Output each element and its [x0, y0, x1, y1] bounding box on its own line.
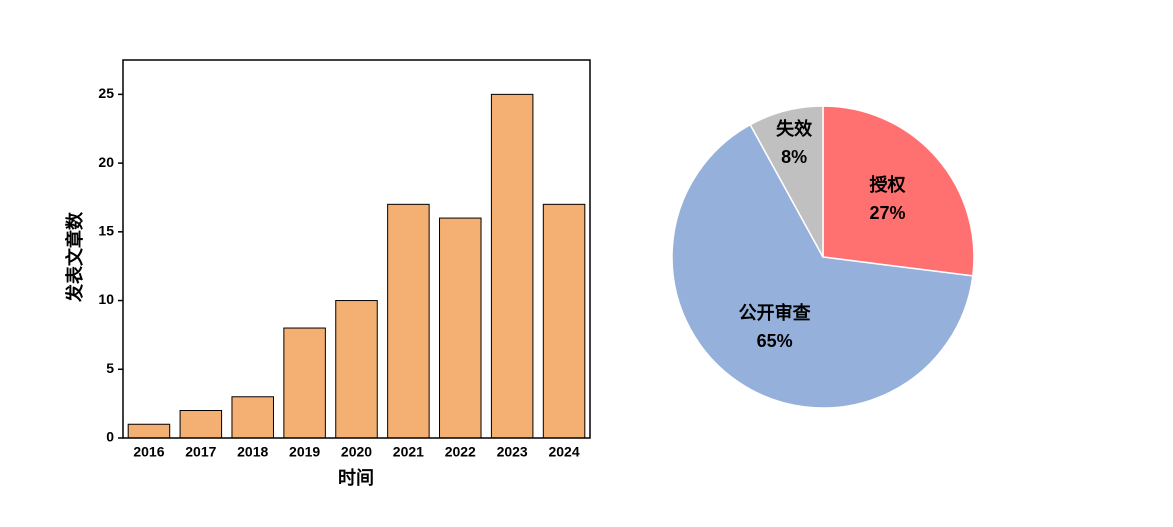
bar: [542, 203, 586, 439]
bar: [387, 203, 430, 439]
slice-value-label: 65%: [757, 331, 793, 351]
pie-slice: [822, 105, 975, 277]
x-tick-label: 2024: [548, 444, 579, 460]
x-tick-label: 2022: [445, 444, 476, 460]
slice-label: 公开审查: [739, 302, 811, 323]
bar: [127, 423, 171, 439]
x-tick-label: 2020: [341, 444, 372, 460]
bar: [231, 396, 274, 439]
y-tick-label: 5: [106, 360, 114, 376]
y-axis-title: 发表文章数: [64, 211, 85, 303]
x-tick-label: 2019: [289, 444, 320, 460]
x-tick-label: 2018: [237, 444, 268, 460]
y-tick-label: 25: [98, 85, 114, 101]
y-tick-label: 15: [98, 223, 114, 239]
bar: [179, 410, 223, 439]
x-tick-label: 2021: [393, 444, 424, 460]
slice-label: 授权: [870, 174, 907, 195]
bar: [490, 93, 534, 439]
plot-frame: [122, 59, 591, 439]
bar: [283, 327, 326, 439]
y-tick-label: 0: [106, 429, 114, 445]
y-tick-label: 10: [98, 291, 114, 307]
y-tick-label: 20: [98, 154, 114, 170]
slice-label: 失效: [776, 118, 813, 139]
x-axis-title: 时间: [338, 468, 374, 488]
slice-value-label: 8%: [781, 147, 807, 167]
bar: [439, 217, 482, 439]
bar: [335, 300, 378, 439]
x-tick-label: 2016: [133, 444, 164, 460]
x-tick-label: 2023: [497, 444, 528, 460]
pie-slice: [671, 123, 974, 409]
slice-value-label: 27%: [870, 203, 906, 223]
x-tick-label: 2017: [185, 444, 216, 460]
pie-slice: [749, 105, 824, 258]
